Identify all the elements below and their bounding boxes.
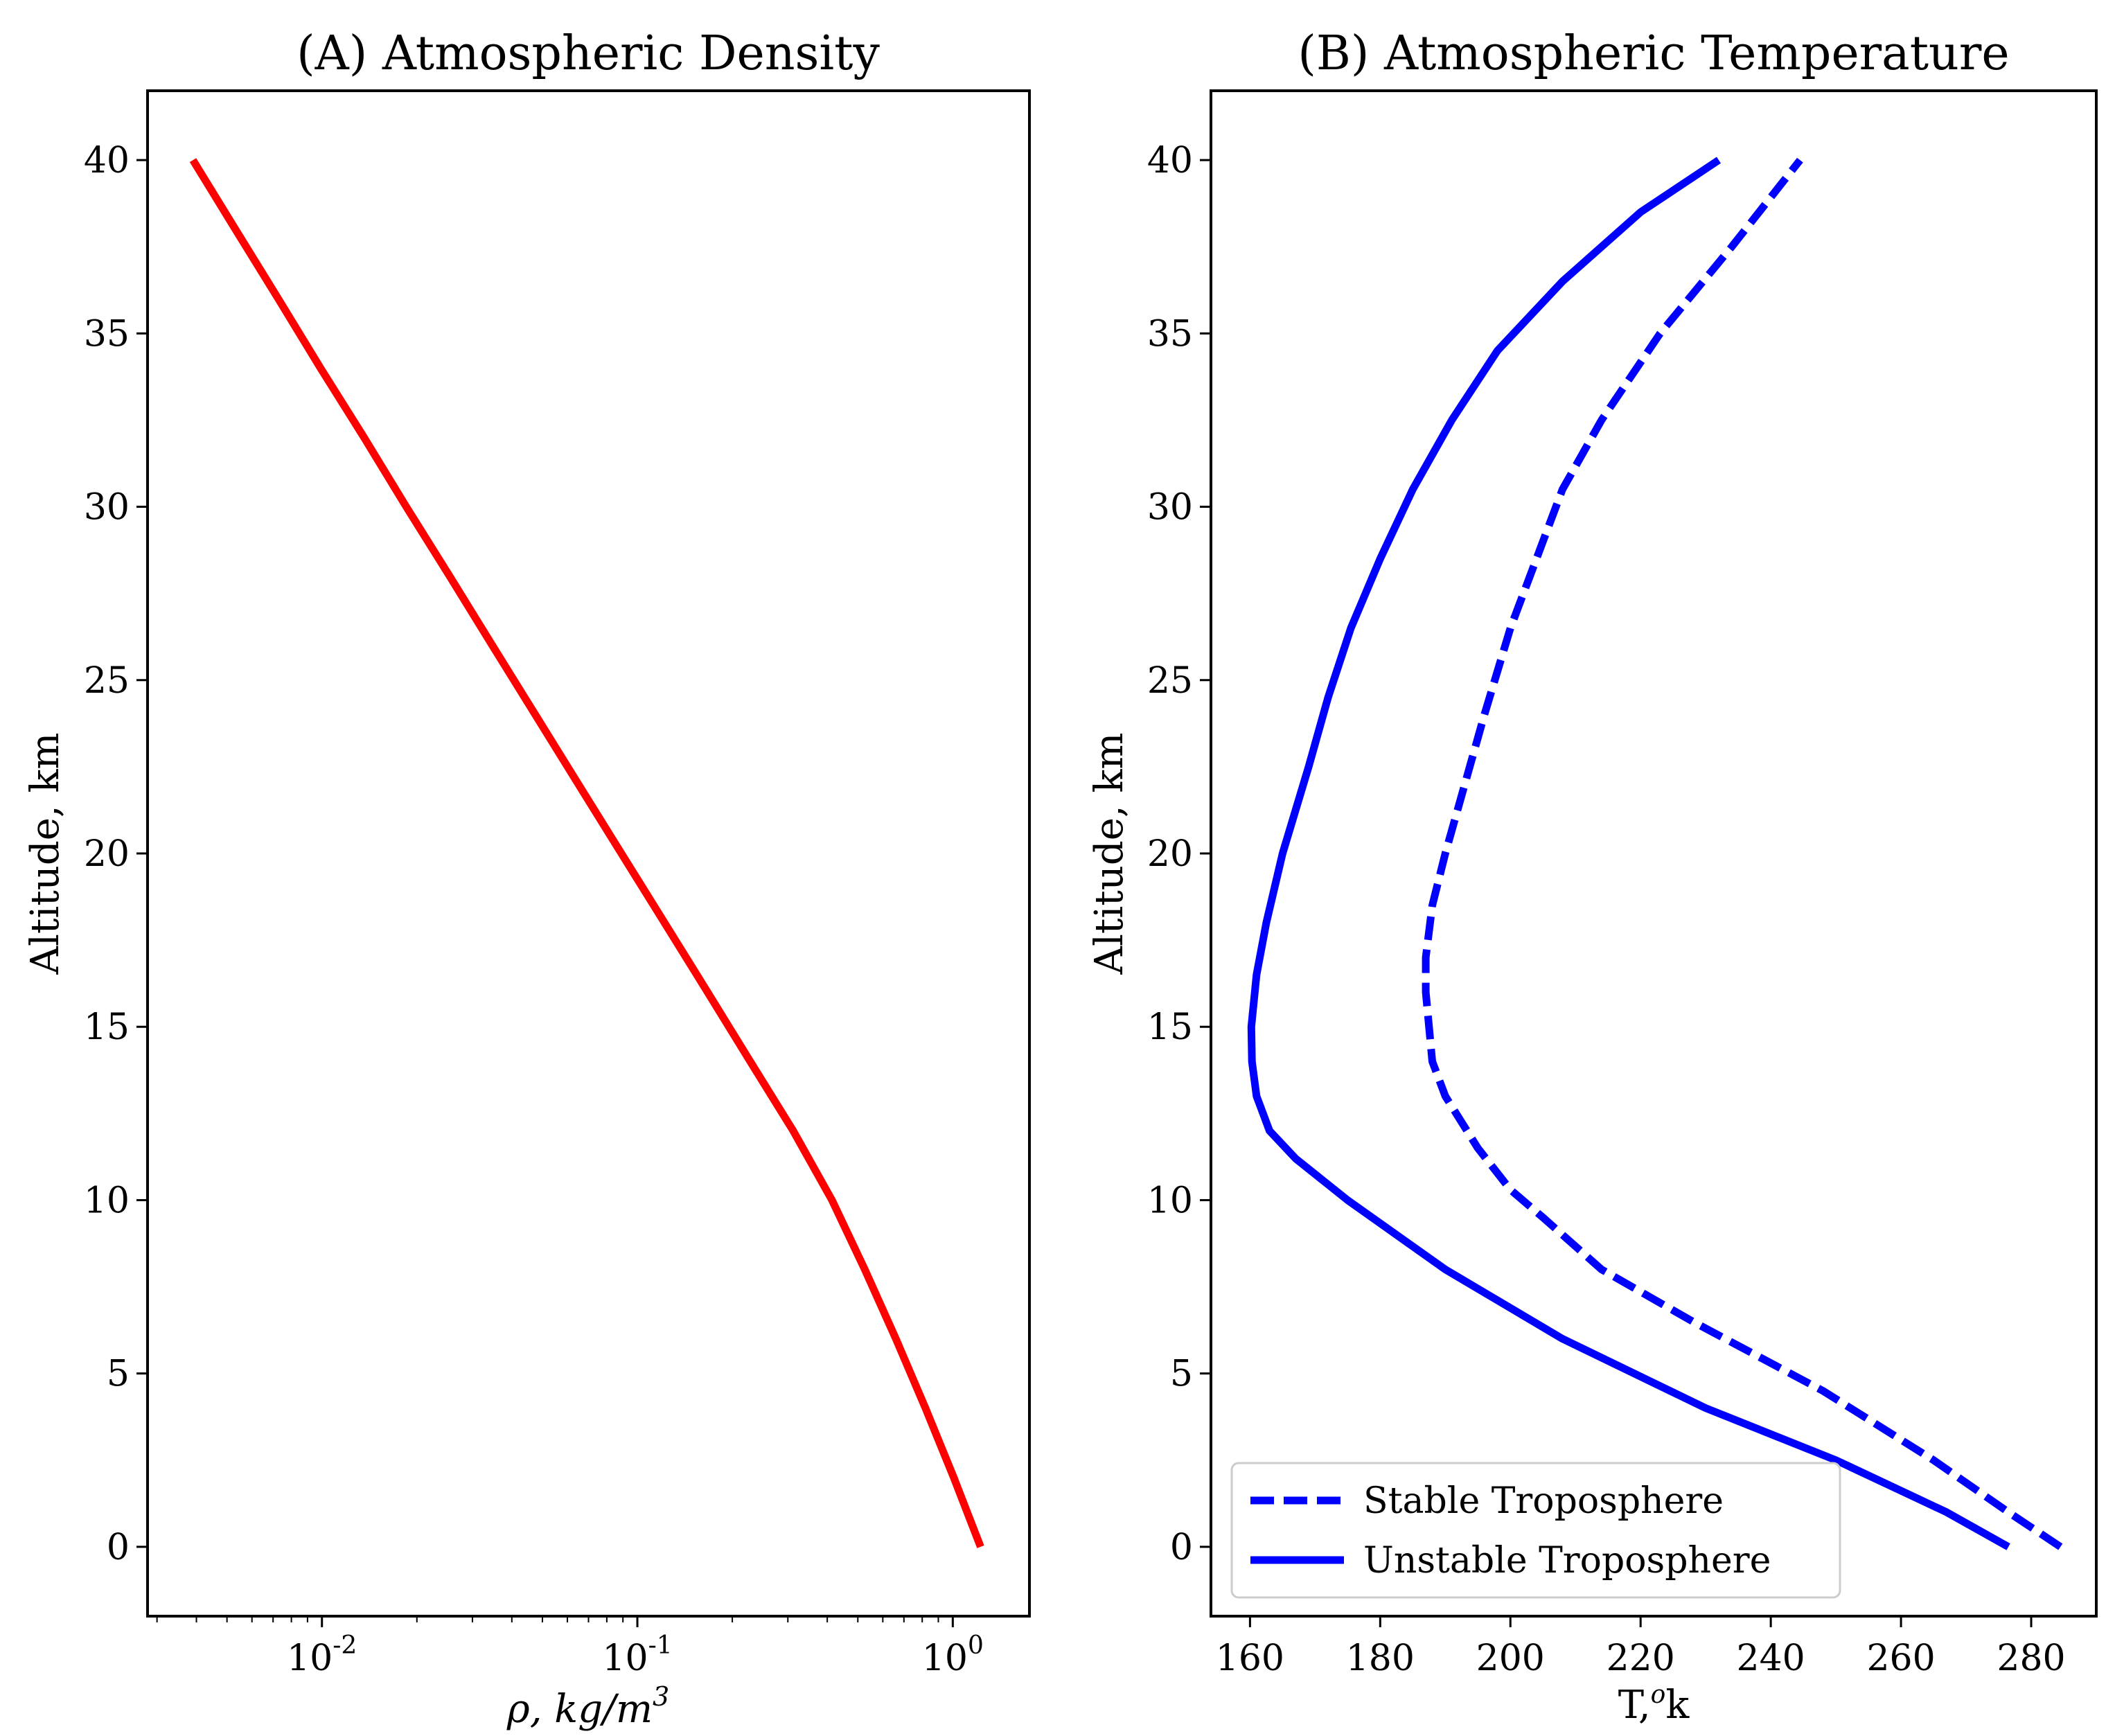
temperature-y-tick-label: 0: [1170, 1527, 1193, 1568]
density-x-tick-label: 10-1: [602, 1631, 672, 1679]
temperature-y-tick-label: 20: [1147, 833, 1193, 875]
density-x-ticks: 10-2 10-1 100: [287, 1616, 984, 1679]
legend-stable-label: Stable Troposphere: [1363, 1480, 1724, 1522]
density-y-tick-label: 10: [84, 1180, 130, 1221]
temperature-x-ticks: 160 180 200 220 240 260 280: [1216, 1616, 2066, 1679]
temperature-plot-area: [1210, 89, 2098, 1618]
density-y-ticks: 0 5 10 15 20 25 30 35 40: [84, 140, 148, 1568]
temperature-y-tick-label: 40: [1147, 140, 1193, 181]
density-series: [189, 158, 984, 1548]
temperature-y-tick-label: 25: [1147, 660, 1193, 702]
density-y-tick-label: 5: [107, 1354, 130, 1395]
temperature-y-tick-label: 10: [1147, 1180, 1193, 1221]
temperature-chart-title: (B) Atmospheric Temperature: [1298, 26, 2009, 81]
density-y-tick-label: 25: [84, 660, 130, 702]
legend-unstable-label: Unstable Troposphere: [1363, 1540, 1771, 1582]
density-y-tick-label: 40: [84, 140, 130, 181]
density-y-tick-label: 20: [84, 833, 130, 875]
legend: Stable Troposphere Unstable Troposphere: [1230, 1462, 1841, 1599]
density-y-axis-label: Altitude, km: [23, 733, 68, 975]
temperature-x-tick-label: 180: [1346, 1638, 1415, 1679]
temperature-x-axis-label: T,ok: [1618, 1681, 1690, 1728]
density-plot-area: [146, 89, 1031, 1618]
density-chart-title: (A) Atmospheric Density: [297, 26, 880, 81]
density-x-tick-label: 10-2: [287, 1631, 357, 1679]
temperature-y-tick-label: 35: [1147, 313, 1193, 355]
density-panel: (A) Atmospheric Density 0 5 10 15 20 25 30 35 40…: [23, 26, 1031, 1732]
temperature-y-axis-label: Altitude, km: [1087, 733, 1132, 975]
temperature-y-tick-label: 30: [1147, 487, 1193, 529]
density-x-tick-label: 100: [922, 1631, 984, 1679]
temperature-y-tick-label: 5: [1170, 1354, 1193, 1395]
temperature-y-tick-label: 15: [1147, 1007, 1193, 1048]
temperature-x-tick-label: 200: [1476, 1638, 1545, 1679]
temperature-x-tick-label: 260: [1866, 1638, 1935, 1679]
density-series-density: [189, 158, 984, 1548]
temperature-x-tick-label: 160: [1216, 1638, 1284, 1679]
temperature-panel: (B) Atmospheric Temperature 0 5 10 15 20 25 30…: [1087, 26, 2098, 1728]
temperature-x-tick-label: 220: [1607, 1638, 1675, 1679]
legend-box: [1230, 1462, 1841, 1599]
density-x-minor-ticks: [156, 1616, 939, 1622]
density-x-axis-label: ρ, kg/m3: [506, 1681, 669, 1732]
temperature-series-stable-troposphere: [1422, 157, 2063, 1550]
temperature-series: [1247, 157, 2063, 1550]
temperature-series-unstable-troposphere: [1247, 157, 2010, 1550]
density-y-tick-label: 0: [107, 1527, 130, 1568]
density-y-tick-label: 35: [84, 313, 130, 355]
density-y-tick-label: 15: [84, 1007, 130, 1048]
temperature-x-tick-label: 280: [1997, 1638, 2065, 1679]
temperature-x-tick-label: 240: [1737, 1638, 1805, 1679]
density-y-tick-label: 30: [84, 487, 130, 529]
temperature-y-ticks: 0 5 10 15 20 25 30 35 40: [1147, 140, 1211, 1568]
